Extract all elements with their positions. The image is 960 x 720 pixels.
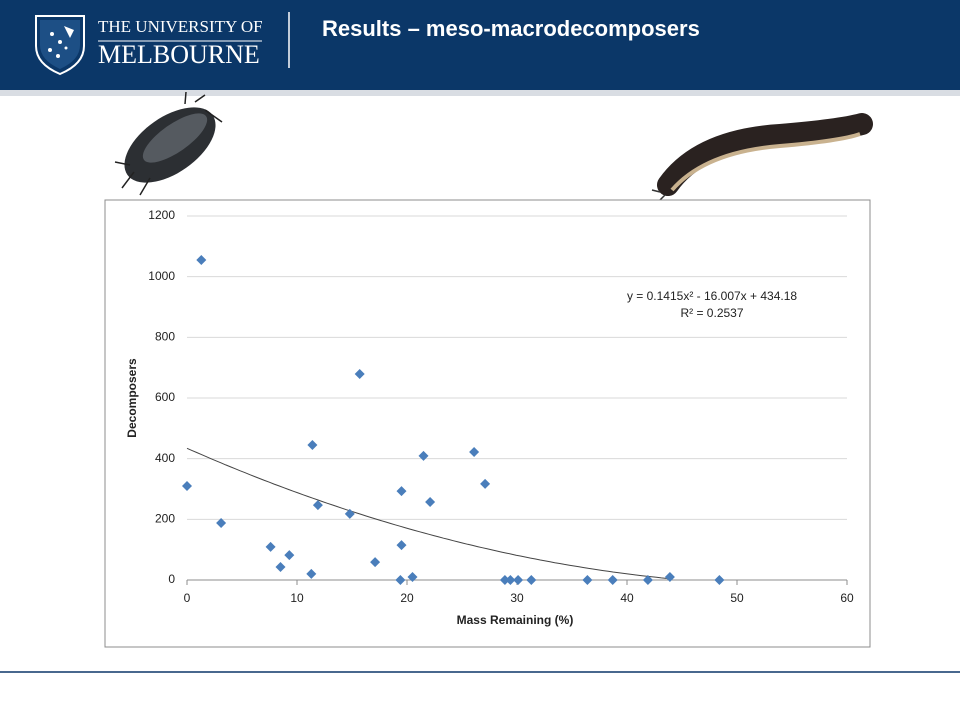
point (265, 541, 276, 552)
point (499, 575, 510, 585)
x-axis-label: Mass Remaining (%) (457, 613, 574, 627)
point (526, 575, 537, 585)
plot: 0 200 400 600 800 1000 1200 0 10 20 30 40 50 60 Mass R… (125, 208, 854, 627)
point (418, 450, 429, 461)
point (607, 575, 618, 585)
point (275, 561, 286, 572)
point (182, 480, 192, 491)
chart-frame (104, 199, 871, 648)
x-tick-label: 20 (400, 591, 414, 605)
point (354, 369, 365, 380)
point (513, 575, 524, 585)
point (396, 486, 407, 497)
point (396, 540, 407, 551)
header-shadow (0, 90, 960, 96)
point (664, 571, 675, 582)
point (306, 568, 317, 579)
x-tick-label: 50 (730, 591, 744, 605)
point (407, 571, 418, 582)
point (216, 517, 227, 528)
header-bar (0, 0, 960, 90)
point (582, 575, 593, 585)
trendline-equation: y = 0.1415x² - 16.007x + 434.18 (627, 289, 797, 303)
point (344, 508, 355, 519)
point (480, 478, 491, 489)
y-tick-label: 600 (155, 390, 175, 404)
university-line1: THE UNIVERSITY OF (98, 17, 263, 36)
x-tick-label: 40 (620, 591, 634, 605)
point (312, 500, 323, 511)
point (714, 575, 725, 585)
y-tick-label: 800 (155, 330, 175, 344)
point (425, 497, 436, 508)
point (395, 575, 406, 585)
trendline (186, 447, 672, 580)
point (284, 550, 295, 561)
y-tick-label: 1000 (148, 269, 175, 283)
point (196, 254, 207, 265)
x-tick-label: 30 (510, 591, 524, 605)
y-tick-label: 200 (155, 512, 175, 526)
point (642, 575, 653, 585)
point (370, 557, 381, 568)
point (307, 440, 318, 451)
point (505, 575, 516, 585)
trendline-equation: R² = 0.2537 (680, 306, 743, 320)
point (469, 446, 480, 457)
x-tick-label: 60 (840, 591, 854, 605)
slide-title: Results – meso-macrodecomposers (322, 16, 700, 41)
millipede-image (651, 113, 873, 201)
university-line2: MELBOURNE (98, 40, 260, 69)
y-tick-label: 1200 (148, 208, 175, 222)
x-tick-label: 0 (184, 591, 191, 605)
y-axis-label: Decomposers (125, 358, 139, 438)
y-tick-label: 400 (155, 451, 175, 465)
y-tick-label: 0 (168, 572, 175, 586)
x-tick-label: 10 (290, 591, 304, 605)
logo-crest (35, 15, 85, 76)
pill-bug-image (114, 91, 223, 196)
